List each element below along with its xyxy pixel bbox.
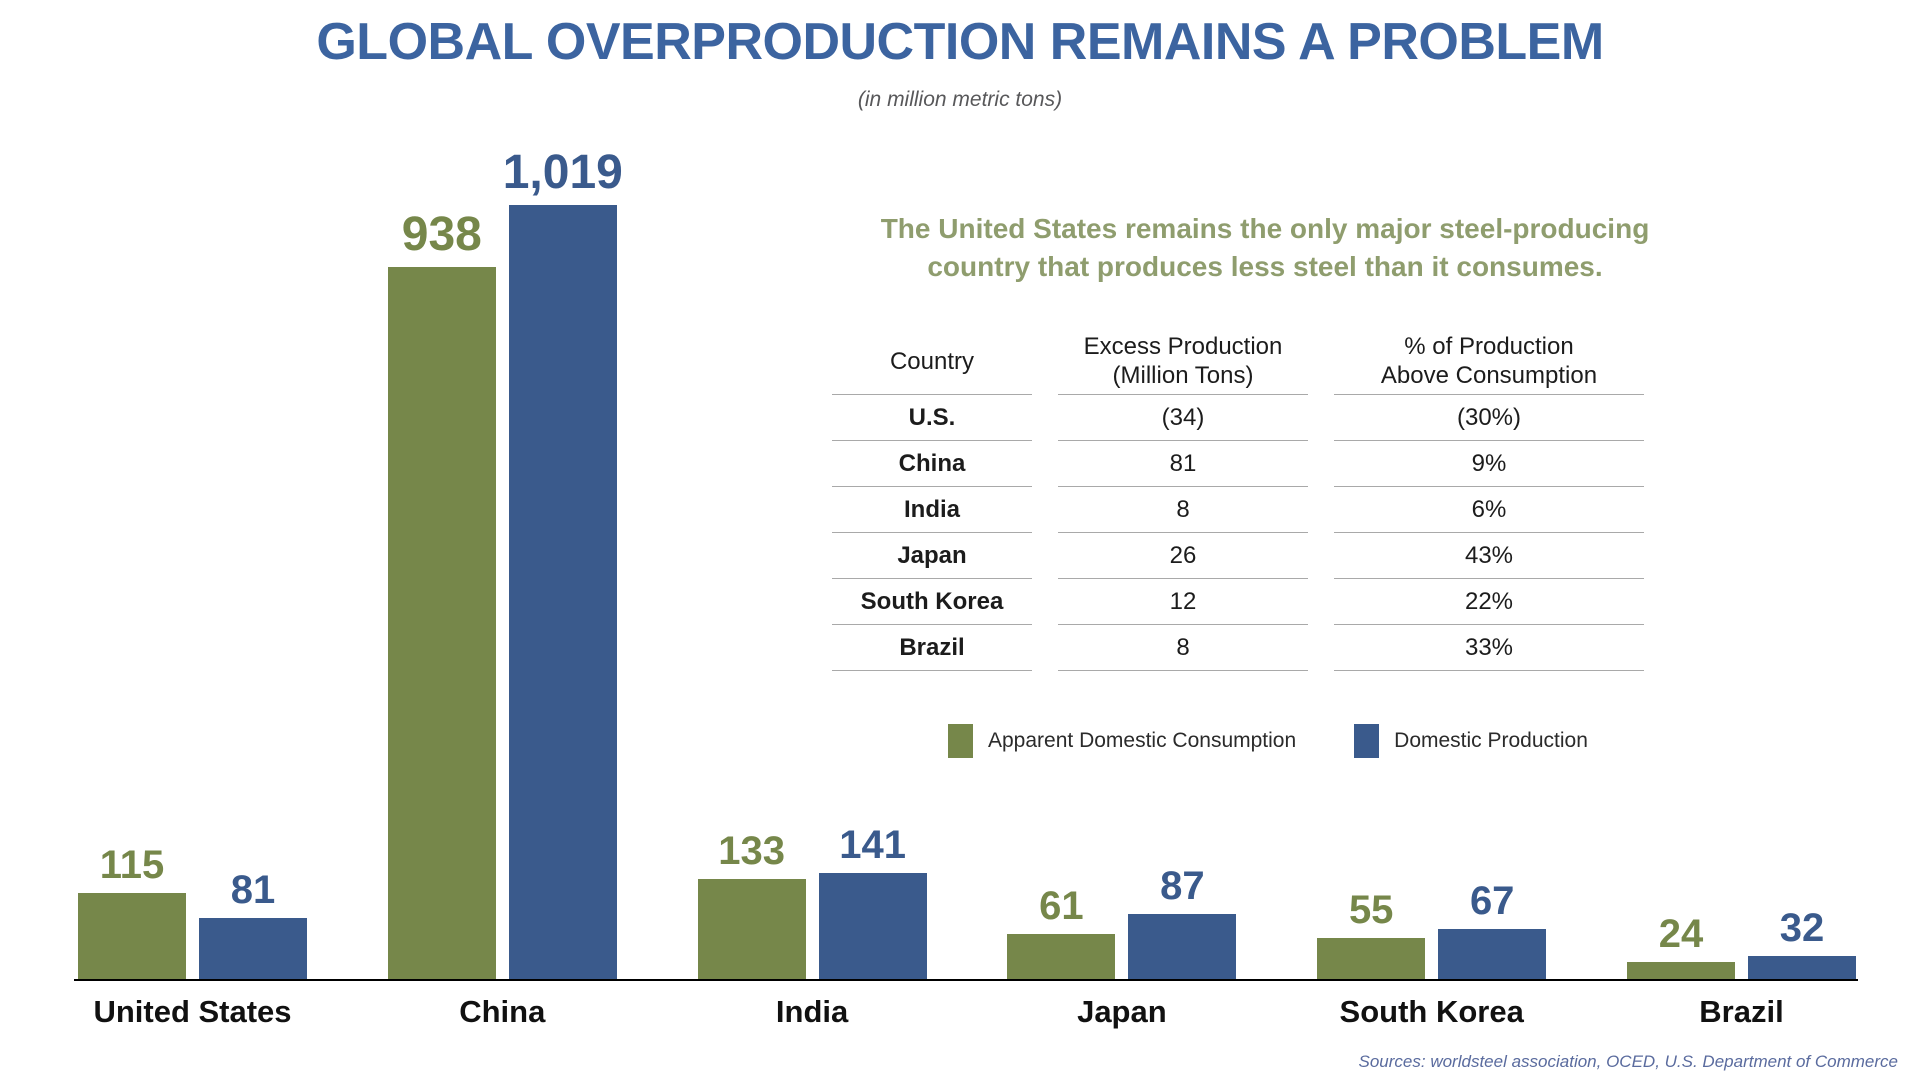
production-bar <box>199 918 307 980</box>
consumption-bar-col: 24 <box>1626 911 1735 980</box>
excess-cell: 12 <box>1058 579 1308 625</box>
legend-label: Apparent Domestic Consumption <box>988 729 1297 752</box>
consumption-bar-col: 133 <box>697 828 806 980</box>
excess-cell: 8 <box>1058 487 1308 533</box>
production-bar-col: 32 <box>1747 905 1856 980</box>
insight-text: The United States remains the only major… <box>815 210 1715 286</box>
table-header-percent: % of Production Above Consumption <box>1334 328 1644 395</box>
insight-line: country that produces less steel than it… <box>927 251 1603 282</box>
bar-value-label: 938 <box>401 207 482 261</box>
country-label: India <box>775 994 849 1029</box>
bar-group: 55 67 South Korea <box>1317 879 1547 1029</box>
production-bar-col: 87 <box>1128 863 1237 980</box>
country-cell: China <box>832 441 1032 487</box>
table-row: India 8 6% <box>832 487 1644 533</box>
bar-chart: 115 81 United States 938 1,019 China 133 141 Ind… <box>78 145 1856 1029</box>
sources-note: Sources: worldsteel association, OCED, U… <box>1358 1052 1898 1071</box>
excess-cell: 8 <box>1058 625 1308 671</box>
production-bar-col: 1,019 <box>503 145 623 980</box>
consumption-bar <box>697 878 806 980</box>
x-axis-line <box>74 979 1858 981</box>
excess-cell: 81 <box>1058 441 1308 487</box>
percent-cell: 33% <box>1334 625 1644 671</box>
production-bar-col: 81 <box>199 868 307 980</box>
bar-value-label: 87 <box>1160 863 1205 908</box>
bar-value-label: 141 <box>839 822 906 867</box>
insight-line: The United States remains the only major… <box>880 213 1650 244</box>
production-bar-col: 141 <box>818 822 927 980</box>
consumption-bar-col: 55 <box>1317 888 1426 980</box>
percent-cell: 43% <box>1334 533 1644 579</box>
consumption-bar <box>387 266 496 980</box>
bar-value-label: 67 <box>1469 879 1515 923</box>
consumption-bar-col: 938 <box>387 207 496 980</box>
table-row: South Korea 12 22% <box>832 579 1644 625</box>
legend-label: Domestic Production <box>1394 729 1588 752</box>
production-bar <box>1438 929 1547 980</box>
table-row: Japan 26 43% <box>832 533 1644 579</box>
excess-production-table: Country Excess Production (Million Tons)… <box>806 328 1670 671</box>
country-cell: U.S. <box>832 395 1032 441</box>
bar-value-label: 1,019 <box>502 146 623 199</box>
bar-group: 133 141 India <box>697 822 927 1029</box>
consumption-swatch-icon <box>948 724 973 758</box>
consumption-bar-col: 61 <box>1007 883 1116 980</box>
bar-value-label: 24 <box>1658 911 1704 956</box>
excess-cell: 26 <box>1058 533 1308 579</box>
bar-group: 24 32 Brazil <box>1626 905 1856 1029</box>
table-header-excess: Excess Production (Million Tons) <box>1058 328 1308 395</box>
page-subtitle: (in million metric tons) <box>857 88 1063 111</box>
country-label: United States <box>93 994 292 1029</box>
legend-item-consumption: Apparent Domestic Consumption <box>948 724 1296 758</box>
consumption-bar <box>1626 961 1735 980</box>
country-label: South Korea <box>1339 994 1524 1029</box>
bar-value-label: 61 <box>1039 883 1084 928</box>
production-bar <box>818 872 927 980</box>
country-label: China <box>459 994 546 1029</box>
bar-group: 938 1,019 China <box>387 145 623 1029</box>
production-bar <box>1128 913 1237 980</box>
consumption-bar <box>1007 933 1116 980</box>
bar-value-label: 81 <box>230 868 276 913</box>
country-cell: South Korea <box>832 579 1032 625</box>
table-row: China 81 9% <box>832 441 1644 487</box>
legend: Apparent Domestic Consumption Domestic P… <box>948 724 1588 758</box>
bar-group: 115 81 United States <box>78 842 307 1029</box>
consumption-bar <box>78 892 186 980</box>
table-header-row: Country Excess Production (Million Tons)… <box>832 328 1644 395</box>
excess-cell: (34) <box>1058 395 1308 441</box>
country-cell: Brazil <box>832 625 1032 671</box>
bar-value-label: 115 <box>99 842 165 887</box>
page-title: GLOBAL OVERPRODUCTION REMAINS A PROBLEM <box>316 13 1604 71</box>
country-cell: Japan <box>832 533 1032 579</box>
percent-cell: 6% <box>1334 487 1644 533</box>
table-body: U.S. (34) (30%) China 81 9% India 8 6% Japan 26 43%… <box>832 395 1644 671</box>
legend-item-production: Domestic Production <box>1354 724 1588 758</box>
table-row: Brazil 8 33% <box>832 625 1644 671</box>
consumption-bar-col: 115 <box>78 842 186 980</box>
percent-cell: 22% <box>1334 579 1644 625</box>
table-row: U.S. (34) (30%) <box>832 395 1644 441</box>
production-swatch-icon <box>1354 724 1380 758</box>
table-header-country: Country <box>832 328 1032 395</box>
country-label: Brazil <box>1699 994 1784 1029</box>
bar-value-label: 55 <box>1348 888 1394 933</box>
consumption-bar <box>1317 938 1426 980</box>
country-label: Japan <box>1077 994 1167 1029</box>
percent-cell: (30%) <box>1334 395 1644 441</box>
production-bar <box>508 205 617 980</box>
production-bar-col: 67 <box>1438 879 1547 980</box>
percent-cell: 9% <box>1334 441 1644 487</box>
bar-group: 61 87 Japan <box>1007 863 1237 1029</box>
bar-value-label: 32 <box>1779 905 1825 950</box>
production-bar <box>1747 955 1856 980</box>
country-cell: India <box>832 487 1032 533</box>
bar-value-label: 133 <box>718 828 785 873</box>
